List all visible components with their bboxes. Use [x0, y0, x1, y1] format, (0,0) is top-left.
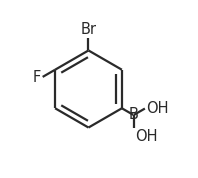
- Text: OH: OH: [146, 101, 168, 116]
- Text: OH: OH: [135, 129, 157, 144]
- Text: Br: Br: [80, 22, 96, 37]
- Text: F: F: [33, 70, 41, 85]
- Text: B: B: [129, 107, 139, 122]
